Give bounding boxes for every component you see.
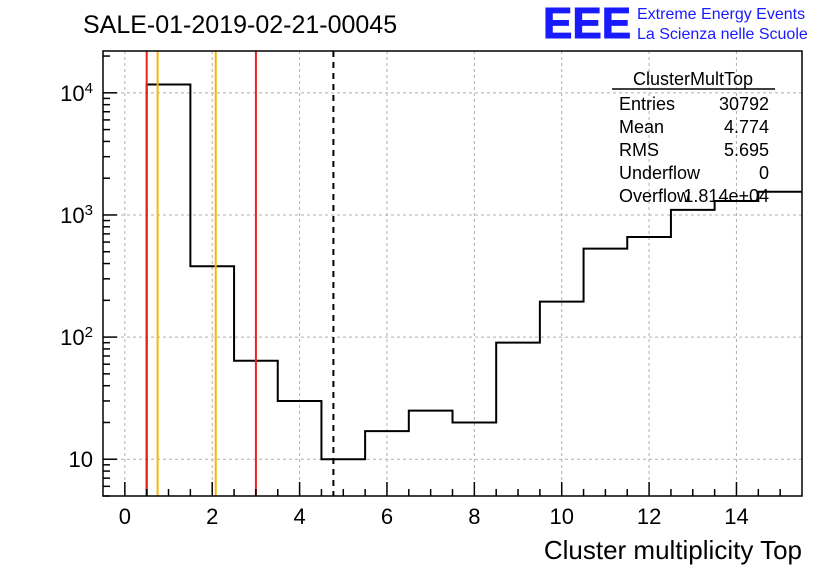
histogram-bin (496, 343, 540, 496)
y-tick-label: 103 (60, 201, 93, 228)
stats-label-mean: Mean (619, 117, 664, 137)
histogram-bin (147, 84, 191, 496)
logo-line2: La Scienza nelle Scuole (637, 26, 808, 43)
stats-value-entries: 30792 (719, 94, 769, 114)
histogram-bin (409, 411, 453, 496)
stats-label-overflow: Overflow (619, 186, 691, 206)
stats-value-overflow: 1.814e+04 (683, 186, 769, 206)
stats-value-underflow: 0 (759, 163, 769, 183)
x-axis-title: Cluster multiplicity Top (544, 535, 802, 565)
histogram-bin (627, 237, 671, 496)
y-tick-label: 10 (69, 447, 93, 472)
histogram-bin (540, 302, 584, 496)
stats-box-title: ClusterMultTop (633, 69, 753, 89)
x-tick-label: 8 (468, 504, 480, 529)
x-tick-label: 2 (206, 504, 218, 529)
histogram-bin (278, 401, 322, 496)
x-tick-label: 14 (724, 504, 748, 529)
stats-label-entries: Entries (619, 94, 675, 114)
logo-mark: EEE (543, 0, 631, 48)
stats-label-underflow: Underflow (619, 163, 701, 183)
stats-label-rms: RMS (619, 140, 659, 160)
x-tick-label: 0 (119, 504, 131, 529)
x-tick-label: 4 (293, 504, 305, 529)
histogram-bin (190, 266, 234, 496)
stats-value-mean: 4.774 (724, 117, 769, 137)
histogram-series (145, 83, 802, 496)
histogram-bin (715, 201, 759, 496)
histogram-bin (584, 249, 628, 496)
histogram-bin (758, 192, 802, 496)
stats-value-rms: 5.695 (724, 140, 769, 160)
eee-logo: EEE Extreme Energy Events La Scienza nel… (543, 0, 808, 49)
logo-line1: Extreme Energy Events (637, 6, 805, 23)
x-tick-label: 12 (637, 504, 661, 529)
histogram-bin (671, 210, 715, 496)
y-tick-label: 102 (60, 324, 93, 351)
stats-box: ClusterMultTop Entries 30792 Mean 4.774 … (612, 69, 775, 206)
chart-title: SALE-01-2019-02-21-00045 (83, 11, 397, 39)
y-tick-label: 104 (60, 79, 93, 106)
x-tick-label: 6 (381, 504, 393, 529)
x-tick-label: 10 (549, 504, 573, 529)
